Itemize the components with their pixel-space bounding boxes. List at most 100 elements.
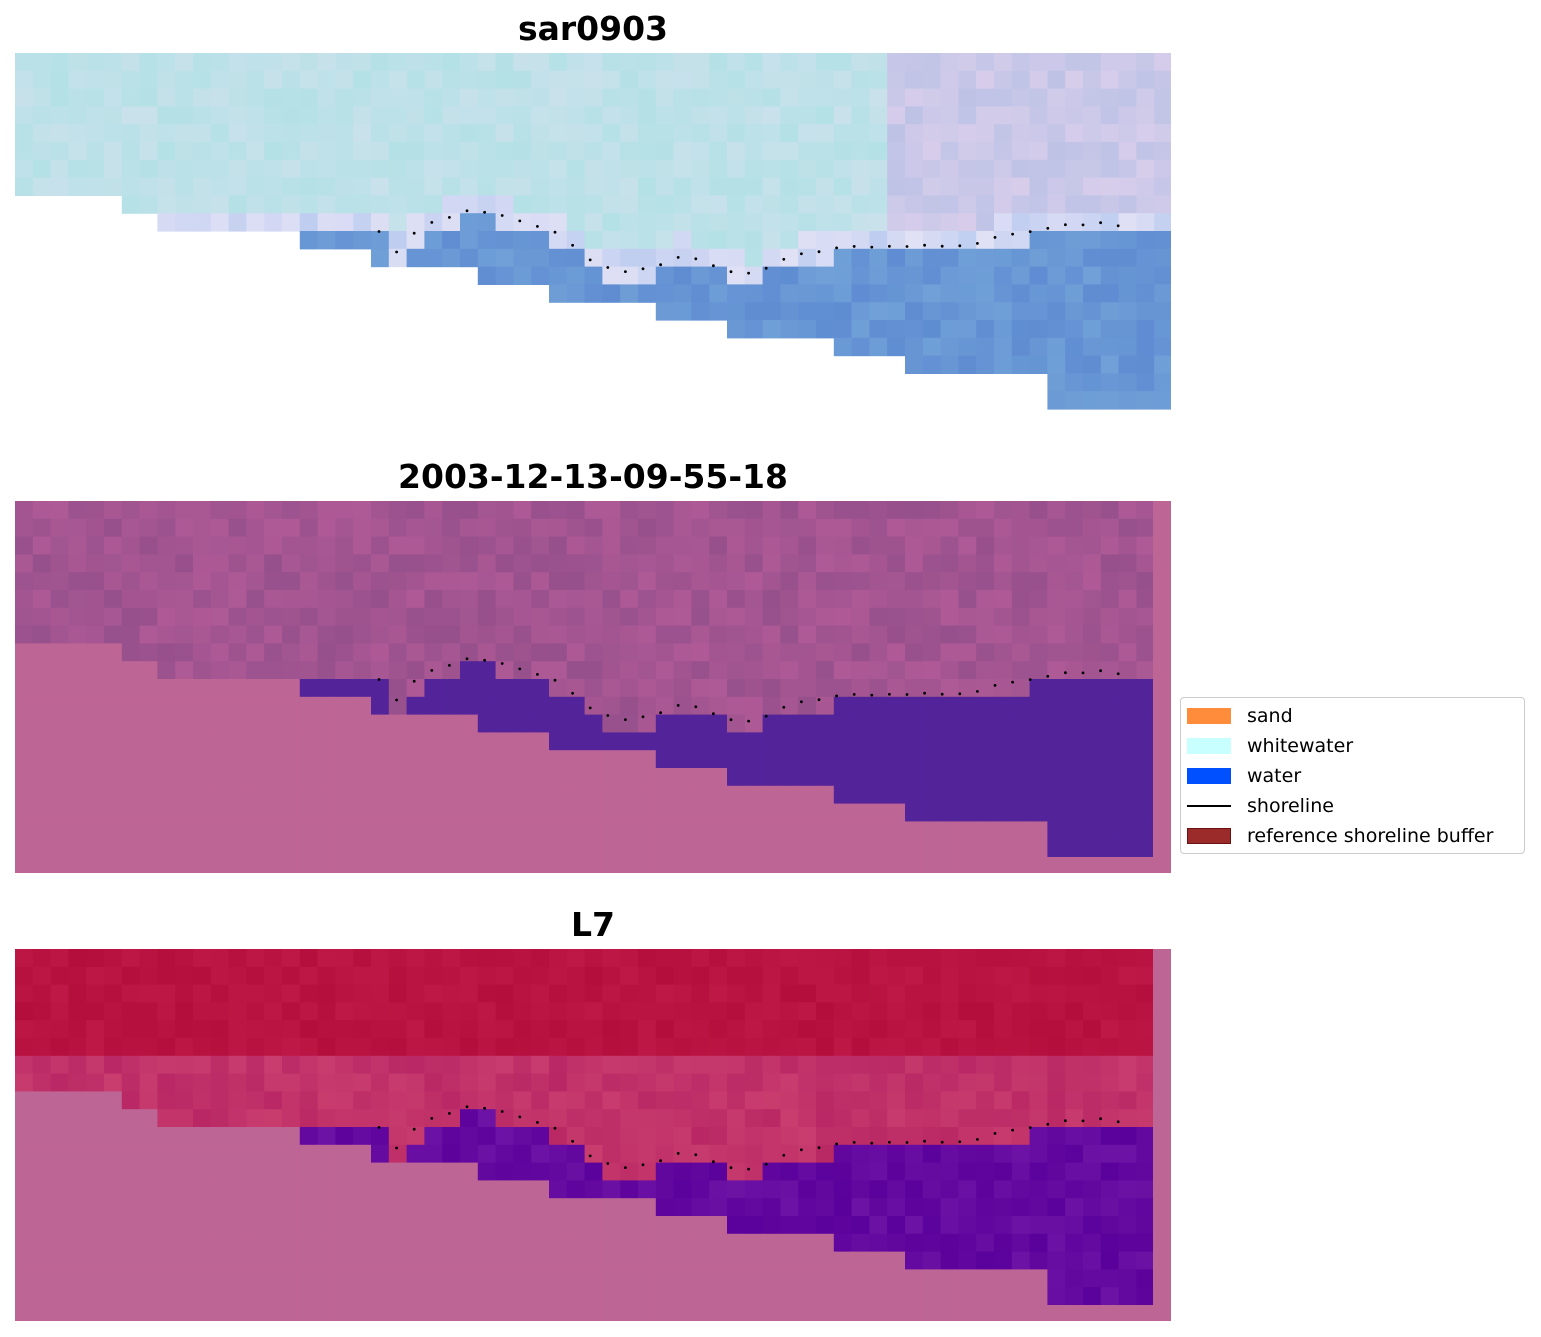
raster-cell — [68, 1091, 87, 1110]
raster-cell — [388, 1055, 408, 1075]
raster-cell — [655, 572, 675, 591]
raster-cell — [157, 803, 176, 822]
raster-cell — [940, 1198, 959, 1217]
raster-cell — [1136, 106, 1155, 125]
raster-cell — [1029, 1038, 1048, 1057]
raster-cell — [727, 177, 746, 196]
raster-cell — [371, 142, 390, 161]
raster-cell — [228, 124, 247, 143]
raster-cell — [1011, 785, 1031, 805]
raster-cell — [566, 803, 586, 822]
raster-cell — [353, 195, 372, 214]
raster-cell — [495, 572, 514, 591]
raster-cell — [798, 714, 817, 733]
raster-cell — [104, 142, 123, 161]
raster-cell — [922, 1109, 942, 1128]
raster-cell — [655, 1305, 675, 1321]
raster-cell — [424, 1216, 443, 1235]
raster-cell — [228, 70, 247, 90]
raster-cell — [1136, 1305, 1155, 1321]
raster-cell — [905, 590, 924, 609]
raster-cell — [157, 177, 176, 196]
raster-cell — [175, 1127, 194, 1146]
raster-cell — [495, 1020, 514, 1039]
raster-cell — [887, 70, 906, 90]
raster-cell — [762, 679, 781, 698]
raster-cell — [744, 732, 764, 751]
raster-cell — [68, 750, 87, 769]
raster-cell — [869, 536, 888, 555]
shoreline-point — [448, 664, 451, 667]
raster-cell — [958, 679, 977, 698]
raster-cell — [869, 1180, 888, 1199]
raster-cell — [958, 1287, 977, 1306]
raster-cell — [406, 821, 425, 840]
raster-cell — [976, 607, 995, 627]
raster-cell — [86, 1180, 105, 1199]
raster-cell — [353, 839, 372, 858]
raster-cell — [246, 1233, 265, 1253]
raster-cell — [727, 984, 746, 1003]
raster-cell — [317, 1216, 336, 1235]
raster-cell — [32, 53, 52, 72]
raster-cell — [620, 714, 639, 733]
raster-cell — [958, 142, 977, 161]
shoreline-point — [747, 719, 750, 723]
raster-cell — [371, 1073, 390, 1092]
raster-cell — [282, 714, 301, 733]
raster-cell — [86, 106, 105, 125]
raster-cell — [869, 266, 888, 285]
raster-cell — [495, 501, 514, 520]
raster-cell — [905, 320, 924, 339]
raster-cell — [940, 1287, 959, 1306]
raster-cell — [976, 1038, 995, 1057]
raster-cell — [264, 1020, 283, 1039]
raster-cell — [584, 53, 603, 72]
raster-cell — [282, 195, 301, 214]
raster-cell — [104, 1305, 123, 1321]
raster-cell — [282, 1127, 301, 1146]
raster-cell — [406, 661, 425, 680]
raster-cell — [210, 785, 230, 805]
raster-cell — [513, 231, 532, 250]
raster-cell — [584, 785, 603, 805]
raster-cell — [673, 590, 692, 609]
raster-cell — [157, 572, 176, 591]
raster-cell — [833, 949, 853, 968]
raster-cell — [833, 518, 853, 538]
raster-cell — [68, 124, 87, 143]
raster-cell — [762, 768, 781, 787]
raster-cell — [139, 1251, 158, 1270]
raster-cell — [495, 266, 514, 285]
raster-cell — [513, 643, 532, 662]
raster-cell — [477, 750, 497, 769]
raster-cell — [210, 1002, 230, 1021]
raster-cell — [531, 1198, 550, 1217]
raster-cell — [602, 625, 621, 644]
raster-cell — [1083, 106, 1102, 125]
raster-cell — [833, 1198, 853, 1217]
raster-cell — [353, 1162, 372, 1181]
raster-cell — [691, 266, 710, 285]
raster-cell — [442, 53, 461, 72]
raster-cell — [816, 536, 835, 555]
raster-cell — [1065, 768, 1084, 787]
legend-label-sand: sand — [1247, 705, 1293, 727]
raster-cell — [709, 1091, 728, 1110]
raster-cell — [584, 768, 603, 787]
raster-cell — [994, 142, 1013, 161]
raster-cell — [566, 70, 586, 90]
raster-cell — [1083, 1020, 1102, 1039]
raster-cell — [976, 1127, 995, 1146]
raster-cell — [193, 803, 212, 822]
raster-cell — [531, 590, 550, 609]
raster-cell — [709, 1127, 728, 1146]
raster-cell — [1029, 106, 1048, 125]
raster-cell — [602, 696, 621, 716]
raster-cell — [477, 607, 497, 627]
raster-cell — [780, 839, 799, 858]
raster-cell — [869, 857, 888, 873]
raster-cell — [1083, 213, 1102, 232]
raster-cell — [602, 106, 621, 125]
raster-cell — [477, 821, 497, 840]
